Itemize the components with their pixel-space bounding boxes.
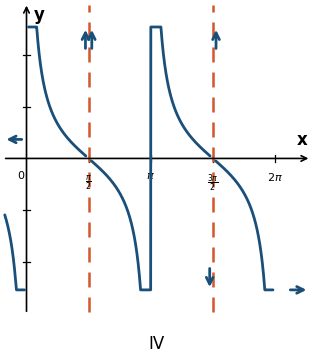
Text: $\frac{\pi}{2}$: $\frac{\pi}{2}$ (85, 173, 92, 192)
Text: IV: IV (149, 335, 165, 353)
Text: 0: 0 (17, 170, 24, 180)
Text: y: y (34, 6, 45, 24)
Text: $\pi$: $\pi$ (146, 170, 155, 180)
Text: $2\pi$: $2\pi$ (267, 170, 283, 183)
Text: x: x (296, 131, 307, 149)
Text: $\frac{3\pi}{2}$: $\frac{3\pi}{2}$ (207, 173, 219, 195)
